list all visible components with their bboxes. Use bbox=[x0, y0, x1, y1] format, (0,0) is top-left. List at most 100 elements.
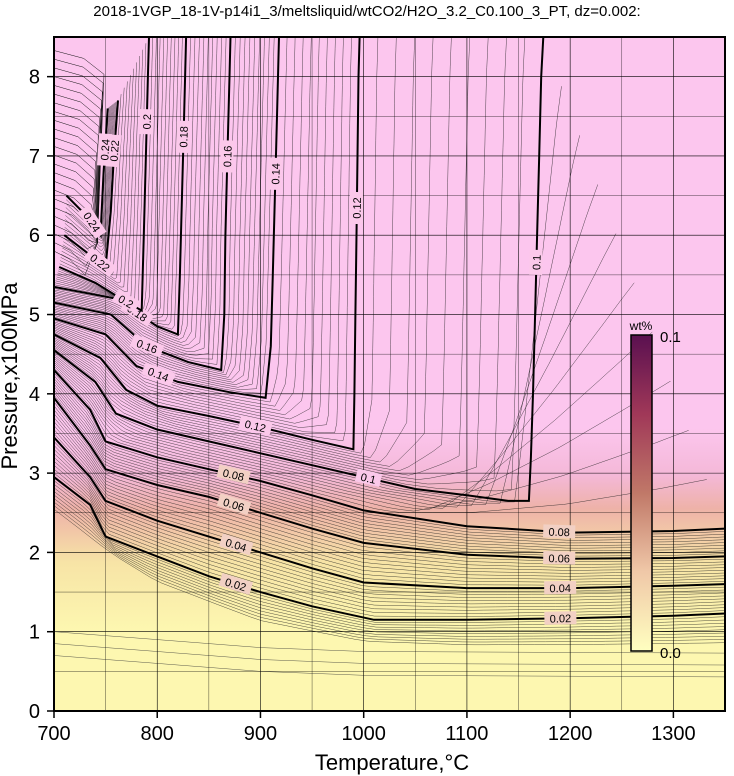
fine-contour bbox=[54, 383, 725, 546]
x-tick-label: 700 bbox=[37, 723, 70, 745]
fine-contour bbox=[54, 85, 101, 244]
contour-label-text: 0.02 bbox=[550, 613, 572, 625]
fine-contour bbox=[54, 37, 471, 476]
fine-contour bbox=[54, 372, 725, 536]
fine-contour bbox=[60, 55, 140, 297]
y-tick-label: 1 bbox=[29, 622, 40, 644]
fine-contour bbox=[54, 37, 205, 346]
y-tick-label: 5 bbox=[29, 305, 40, 327]
contour-label: 0.18 bbox=[176, 120, 191, 153]
x-tick-label: 1300 bbox=[651, 723, 696, 745]
colorbar-min-label: 0.0 bbox=[660, 645, 681, 662]
contour-label: 0.16 bbox=[219, 140, 235, 173]
fine-contour bbox=[54, 224, 98, 250]
fine-contour bbox=[54, 380, 725, 544]
fine-contour bbox=[54, 120, 98, 244]
y-tick-label: 7 bbox=[29, 146, 40, 168]
fine-contour bbox=[54, 37, 379, 454]
contour-label: 0.12 bbox=[349, 191, 364, 225]
fine-contour bbox=[54, 37, 260, 386]
fine-contour bbox=[54, 441, 725, 592]
fine-contour bbox=[54, 401, 725, 562]
y-axis: 0 1 2 3 4 5 6 7 8 bbox=[29, 67, 54, 723]
contour-label-text: 0.24 bbox=[99, 139, 112, 161]
contour-line-0.08 bbox=[54, 369, 725, 534]
fine-contour bbox=[54, 484, 725, 626]
contour-label-text: 0.16 bbox=[222, 146, 235, 168]
fine-contour bbox=[54, 498, 725, 637]
fine-contour bbox=[54, 389, 725, 552]
fine-contour bbox=[54, 37, 397, 458]
fine-contour bbox=[61, 68, 134, 288]
contour-label-text: 0.22 bbox=[109, 140, 123, 162]
fine-contour bbox=[54, 37, 222, 360]
fine-contour bbox=[54, 128, 98, 244]
fine-contour bbox=[54, 375, 725, 538]
y-tick-label: 2 bbox=[29, 542, 40, 564]
colorbar-label: wt% bbox=[629, 319, 653, 333]
contour-label-text: 0.14 bbox=[270, 163, 283, 185]
fine-contour bbox=[54, 37, 275, 394]
x-tick-label: 900 bbox=[244, 723, 277, 745]
x-axis: 700 800 900 1000 1100 1200 1300 bbox=[37, 711, 696, 745]
fine-contour bbox=[54, 433, 725, 586]
fine-contour bbox=[54, 37, 218, 356]
fine-contour bbox=[54, 154, 98, 244]
y-axis-label: Pressure,x100MPa bbox=[0, 282, 22, 470]
fine-contour bbox=[54, 37, 227, 365]
colorbar: wt% 0.1 0.0 bbox=[629, 319, 681, 662]
fine-contour bbox=[54, 37, 304, 411]
fine-contour bbox=[54, 207, 98, 244]
fine-contour bbox=[54, 37, 296, 407]
contour-label: 0.14 bbox=[268, 157, 283, 190]
fine-contour bbox=[54, 233, 617, 507]
fine-contour bbox=[54, 413, 725, 571]
major-contours: 0.020.020.040.040.060.060.080.080.10.10.… bbox=[54, 37, 725, 626]
fine-contour bbox=[59, 43, 147, 307]
contour-label-text: 0.12 bbox=[352, 197, 364, 219]
contour-label-text: 0.04 bbox=[549, 583, 571, 595]
fine-contour bbox=[54, 37, 336, 428]
colorbar-gradient bbox=[630, 334, 653, 652]
fine-contour bbox=[54, 465, 725, 611]
fine-contour bbox=[54, 394, 725, 557]
fine-contour bbox=[54, 137, 98, 244]
fine-contour bbox=[54, 111, 99, 244]
contour-label: 0.02 bbox=[544, 611, 577, 626]
contour-label: 0.1 bbox=[529, 249, 544, 276]
x-tick-label: 1100 bbox=[445, 723, 488, 745]
contour-label: 0.04 bbox=[544, 580, 577, 595]
fine-contour bbox=[54, 184, 599, 505]
contour-label-text: 0.06 bbox=[548, 553, 570, 565]
fine-contour bbox=[54, 37, 434, 467]
fine-contour bbox=[54, 363, 671, 510]
contour-label: 0.24 bbox=[96, 133, 113, 167]
fine-contour bbox=[54, 37, 312, 416]
fine-contour bbox=[54, 215, 98, 244]
fine-contour bbox=[54, 37, 344, 433]
fine-contour bbox=[54, 367, 707, 513]
fine-contour bbox=[54, 425, 725, 580]
contour-label-text: 0.2 bbox=[142, 114, 154, 130]
fine-contour bbox=[54, 37, 265, 388]
fine-contour bbox=[54, 37, 526, 492]
fine-contour bbox=[54, 453, 725, 602]
fine-contour bbox=[54, 487, 725, 629]
fine-contour bbox=[54, 461, 725, 608]
fine-contour bbox=[54, 491, 725, 632]
contour-line-0.2 bbox=[58, 37, 150, 313]
fine-contour bbox=[54, 135, 580, 504]
fine-contour bbox=[54, 37, 214, 352]
x-tick-label: 800 bbox=[141, 723, 174, 745]
fine-contour bbox=[54, 37, 507, 485]
fine-contour bbox=[54, 429, 725, 583]
y-tick-label: 8 bbox=[29, 67, 40, 89]
contour-line-0.1 bbox=[54, 37, 545, 502]
fine-contour bbox=[54, 480, 725, 623]
fine-contour bbox=[54, 386, 725, 549]
fine-contour bbox=[54, 469, 725, 614]
fine-contour bbox=[54, 378, 725, 541]
fine-contour bbox=[54, 76, 102, 244]
fine-contour bbox=[54, 37, 320, 420]
